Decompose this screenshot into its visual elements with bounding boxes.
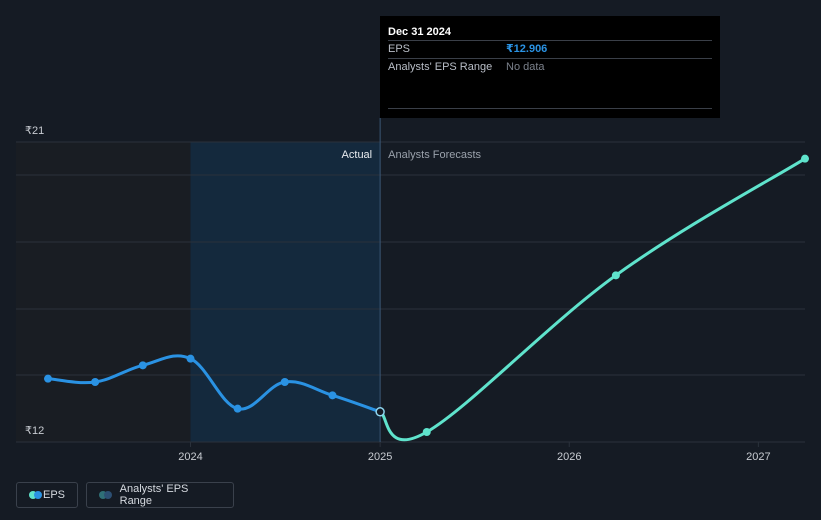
legend: EPS Analysts' EPS Range xyxy=(16,482,234,508)
eps-actual-point[interactable] xyxy=(186,354,195,363)
legend-eps-toggle[interactable]: EPS xyxy=(16,482,78,508)
tooltip-range-value: No data xyxy=(506,61,545,73)
x-tick-label: 2024 xyxy=(178,451,202,463)
actual-region-label: Actual xyxy=(342,149,373,161)
legend-range-toggle[interactable]: Analysts' EPS Range xyxy=(86,482,234,508)
eps-forecast-point[interactable] xyxy=(801,154,809,163)
eps-actual-point[interactable] xyxy=(44,374,52,383)
x-tick-label: 2027 xyxy=(746,451,770,463)
range-legend-icon xyxy=(99,491,113,499)
tooltip-eps-value: ₹12.906 xyxy=(506,43,548,55)
eps-actual-point[interactable] xyxy=(138,361,147,370)
tooltip-divider xyxy=(388,108,712,109)
tooltip-range-label: Analysts' EPS Range xyxy=(388,61,493,73)
eps-legend-icon xyxy=(29,491,42,499)
tooltip-range-row: Analysts' EPS Range No data xyxy=(388,58,712,76)
eps-actual-point[interactable] xyxy=(91,378,100,386)
x-tick-label: 2025 xyxy=(368,451,392,463)
tooltip-date: Dec 31 2024 xyxy=(388,26,451,38)
eps-actual-point[interactable] xyxy=(280,378,289,386)
eps-forecast-line xyxy=(378,157,807,442)
legend-range-label: Analysts' EPS Range xyxy=(119,483,189,507)
eps-actual-point[interactable] xyxy=(233,404,242,413)
tooltip: Dec 31 2024 EPS ₹12.906 Analysts' EPS Ra… xyxy=(380,16,720,118)
tooltip-eps-label: EPS xyxy=(388,43,411,55)
eps-actual-point[interactable] xyxy=(328,391,337,400)
past-region-shade xyxy=(16,142,191,442)
eps-actual-line xyxy=(46,354,382,414)
x-axis-labels: 2024 2025 2026 2027 xyxy=(178,442,771,463)
gridlines xyxy=(16,141,805,443)
eps-forecast-point[interactable] xyxy=(422,428,431,436)
eps-forecast-point[interactable] xyxy=(611,271,620,280)
forecast-region-label: Analysts Forecasts xyxy=(388,149,481,161)
highlight-region-shade xyxy=(190,142,381,442)
tooltip-eps-row: EPS ₹12.906 xyxy=(388,40,712,58)
y-tick-label: ₹21 xyxy=(25,125,44,137)
x-tick-label: 2026 xyxy=(557,451,581,463)
y-tick-label: ₹12 xyxy=(25,425,44,437)
y-axis-labels: ₹21 ₹12 xyxy=(25,125,44,437)
series-layer xyxy=(44,154,809,442)
eps-actual-point[interactable] xyxy=(375,407,385,417)
legend-eps-label: EPS xyxy=(42,489,65,501)
